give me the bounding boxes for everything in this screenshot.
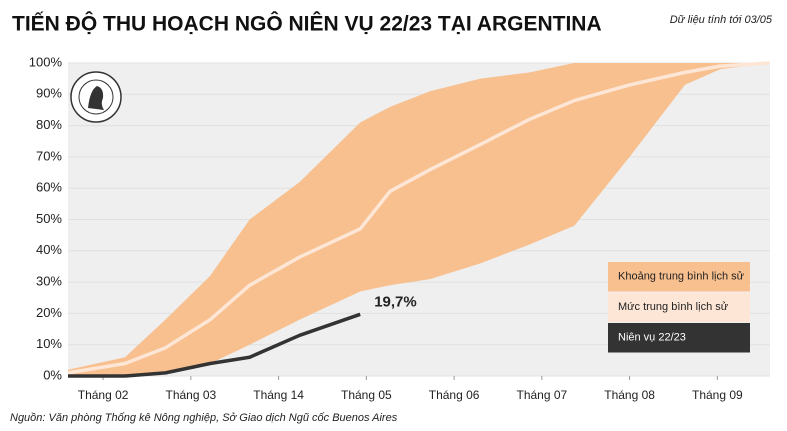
average-line: [67, 61, 771, 375]
source-note: Nguồn: Văn phòng Thống kê Nông nghiệp, S…: [10, 412, 398, 424]
logo-inner: [78, 79, 114, 115]
chart-subtitle: Dữ liệu tính tới 03/05: [670, 14, 773, 26]
legend-swatch: [608, 323, 750, 353]
data-label: 19,7%: [374, 293, 417, 310]
y-tick-label: 80%: [36, 117, 62, 132]
range-band: [68, 63, 770, 376]
chart-title: TIẾN ĐỘ THU HOẠCH NGÔ NIÊN VỤ 22/23 TẠI …: [12, 12, 602, 36]
y-tick-label: 0%: [43, 367, 62, 382]
logo-figure: [88, 86, 104, 110]
x-tick-label: Tháng 06: [429, 388, 480, 402]
logo: [70, 71, 122, 123]
y-tick-label: 50%: [36, 211, 62, 226]
x-tick-label: Tháng 07: [516, 388, 567, 402]
y-tick-label: 100%: [29, 54, 63, 69]
legend-swatch: [608, 292, 750, 322]
y-tick-label: 70%: [36, 148, 62, 163]
season-line: [68, 312, 361, 378]
x-tick-label: Tháng 03: [165, 388, 216, 402]
y-tick-label: 20%: [36, 305, 62, 320]
x-tick-label: Tháng 09: [692, 388, 743, 402]
legend-label: Khoảng trung bình lịch sử: [618, 271, 745, 283]
y-tick-label: 90%: [36, 86, 62, 101]
y-tick-label: 10%: [36, 336, 62, 351]
x-tick-label: Tháng 05: [341, 388, 392, 402]
x-tick-label: Tháng 08: [604, 388, 655, 402]
x-tick-label: Tháng 14: [253, 388, 304, 402]
y-tick-label: 60%: [36, 180, 62, 195]
x-tick-label: Tháng 02: [78, 388, 129, 402]
legend-label: Mức trung bình lịch sử: [618, 301, 729, 313]
y-tick-label: 40%: [36, 242, 62, 257]
y-tick-label: 30%: [36, 274, 62, 289]
legend-label: Niên vụ 22/23: [618, 332, 686, 344]
legend-swatch: [608, 262, 750, 292]
